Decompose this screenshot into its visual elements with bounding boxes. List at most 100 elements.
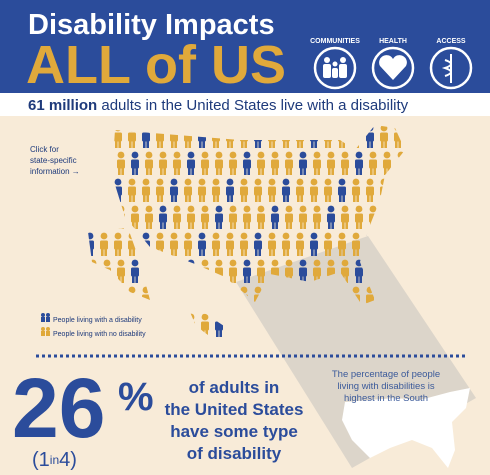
person-icon bbox=[257, 151, 265, 175]
person-leg bbox=[258, 249, 261, 256]
person-icon bbox=[313, 151, 321, 175]
person-leg bbox=[188, 222, 191, 229]
person-body bbox=[254, 186, 262, 196]
person-icon bbox=[327, 151, 335, 175]
click-note: Click for bbox=[30, 145, 59, 154]
person-leg bbox=[163, 168, 166, 175]
person-head bbox=[215, 151, 223, 159]
person-leg bbox=[129, 195, 132, 202]
person-leg bbox=[317, 168, 320, 175]
person-head bbox=[159, 151, 167, 159]
person-icon bbox=[215, 205, 223, 229]
person-body bbox=[268, 186, 276, 196]
person-leg bbox=[241, 249, 244, 256]
person-leg bbox=[300, 276, 303, 283]
person-leg bbox=[283, 141, 286, 148]
person-leg bbox=[258, 141, 261, 148]
icon-ring bbox=[371, 46, 415, 90]
person-head bbox=[282, 178, 290, 186]
person-head bbox=[310, 178, 318, 186]
person-icon bbox=[366, 178, 374, 202]
person-leg bbox=[261, 276, 264, 283]
person-icon bbox=[327, 205, 335, 229]
person-body bbox=[268, 240, 276, 250]
person-leg bbox=[339, 195, 342, 202]
legend-label: People living with a disability bbox=[53, 317, 142, 324]
person-icon bbox=[254, 232, 262, 256]
person-body bbox=[341, 213, 349, 223]
person-leg bbox=[311, 141, 314, 148]
person-leg bbox=[230, 195, 233, 202]
person-body bbox=[296, 186, 304, 196]
person-leg bbox=[185, 195, 188, 202]
person-head bbox=[369, 205, 377, 213]
person-leg bbox=[216, 195, 219, 202]
person-body bbox=[201, 159, 209, 169]
person-leg bbox=[216, 168, 219, 175]
person-head bbox=[184, 232, 192, 240]
icon-label: COMMUNITIES bbox=[310, 38, 360, 45]
person-leg bbox=[289, 168, 292, 175]
person-icon bbox=[285, 205, 293, 229]
person-icon bbox=[131, 205, 139, 229]
person-icon bbox=[156, 178, 164, 202]
person-body bbox=[88, 240, 94, 250]
person-leg bbox=[244, 222, 247, 229]
person-body bbox=[159, 213, 167, 223]
person-leg bbox=[233, 276, 236, 283]
person-head bbox=[257, 151, 265, 159]
person-leg bbox=[216, 222, 219, 229]
person-icon bbox=[159, 151, 167, 175]
person-head bbox=[254, 232, 262, 240]
person-head bbox=[285, 259, 293, 267]
person-leg bbox=[160, 168, 163, 175]
person-leg bbox=[188, 168, 191, 175]
person-head bbox=[215, 259, 223, 267]
person-leg bbox=[219, 330, 222, 337]
person-leg bbox=[328, 195, 331, 202]
person-leg bbox=[118, 249, 121, 256]
person-leg bbox=[258, 276, 261, 283]
person-leg bbox=[255, 141, 258, 148]
stat-ratio: (1in4) bbox=[32, 449, 77, 471]
person-leg bbox=[132, 141, 135, 148]
subtitle-band bbox=[0, 93, 490, 116]
person-icon bbox=[117, 151, 125, 175]
person-leg bbox=[359, 168, 362, 175]
person-leg bbox=[255, 195, 258, 202]
person-icon bbox=[170, 178, 178, 202]
person-icon bbox=[145, 205, 153, 229]
person-head bbox=[201, 313, 209, 321]
person-leg bbox=[311, 195, 314, 202]
legend-label: People living with no disability bbox=[53, 331, 146, 338]
person-icon bbox=[355, 151, 363, 175]
person-leg bbox=[160, 222, 163, 229]
person-body bbox=[341, 159, 349, 169]
person-head bbox=[145, 205, 153, 213]
ratio-part: 4) bbox=[59, 449, 77, 471]
person-leg bbox=[359, 276, 362, 283]
person-body bbox=[254, 240, 262, 250]
person-head bbox=[170, 232, 178, 240]
person-leg bbox=[213, 249, 216, 256]
person-body bbox=[296, 240, 304, 250]
person-body bbox=[117, 159, 125, 169]
person-head bbox=[243, 259, 251, 267]
person-leg bbox=[157, 195, 160, 202]
person-leg bbox=[143, 195, 146, 202]
person-leg bbox=[135, 222, 138, 229]
icon-label: HEALTH bbox=[379, 38, 407, 45]
person-leg bbox=[199, 249, 202, 256]
person-leg bbox=[356, 168, 359, 175]
person-leg bbox=[269, 141, 272, 148]
person-leg bbox=[118, 141, 121, 148]
person-body bbox=[369, 159, 377, 169]
communities-icon bbox=[323, 57, 347, 78]
person-icon bbox=[212, 178, 220, 202]
person-body bbox=[324, 186, 332, 196]
person-head bbox=[243, 151, 251, 159]
person-icon bbox=[257, 259, 265, 283]
person-leg bbox=[258, 168, 261, 175]
person-body bbox=[215, 213, 223, 223]
person-leg bbox=[286, 168, 289, 175]
